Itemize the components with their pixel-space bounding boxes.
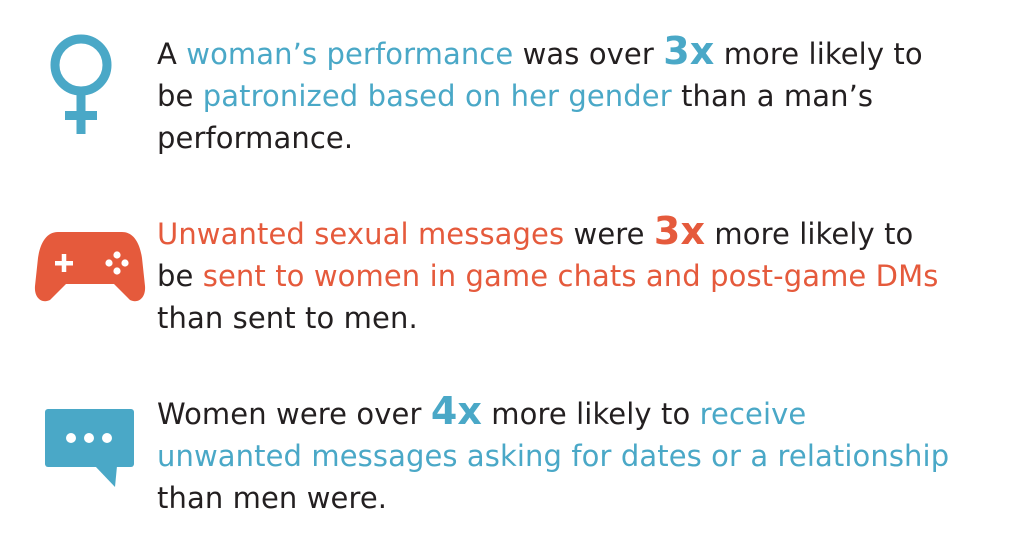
text-segment: performance. xyxy=(157,121,354,155)
game-controller-icon xyxy=(34,232,146,302)
text-segment: were xyxy=(564,217,654,251)
stat-line: Women were over 4x more likely to receiv… xyxy=(157,390,1007,435)
highlight-text: woman’s performance xyxy=(186,37,514,71)
chat-bubble-icon xyxy=(45,409,134,487)
multiplier-value: 3x xyxy=(663,29,715,73)
stat-text: A woman’s performance was over 3x more l… xyxy=(157,30,1007,159)
stat-line: unwanted messages asking for dates or a … xyxy=(157,435,1007,477)
highlight-text: unwanted messages asking for dates or a … xyxy=(157,439,950,473)
multiplier-value: 3x xyxy=(653,209,706,253)
stat-line: be sent to women in game chats and post-… xyxy=(157,255,1007,297)
text-segment: be xyxy=(157,259,203,293)
text-segment: Women were over xyxy=(157,397,431,431)
highlight-text: Unwanted sexual messages xyxy=(157,217,565,251)
stat-line: performance. xyxy=(157,117,1007,159)
text-segment: more likely to xyxy=(714,37,923,71)
stat-text: Women were over 4x more likely to receiv… xyxy=(157,390,1007,519)
stat-line: Unwanted sexual messages were 3x more li… xyxy=(157,210,1007,255)
text-segment: more likely to xyxy=(481,397,700,431)
female-symbol-icon xyxy=(50,34,112,134)
text-segment: be xyxy=(157,79,203,113)
text-segment: than a man’s xyxy=(671,79,874,113)
text-segment: A xyxy=(157,37,187,71)
highlight-text: receive xyxy=(699,397,807,431)
text-segment: than men were. xyxy=(157,481,388,515)
highlight-text: sent to women in game chats and post-gam… xyxy=(202,259,939,293)
stat-text: Unwanted sexual messages were 3x more li… xyxy=(157,210,1007,339)
text-segment: than sent to men. xyxy=(157,301,418,335)
stat-line: be patronized based on her gender than a… xyxy=(157,75,1007,117)
highlight-text: patronized based on her gender xyxy=(202,79,672,113)
stat-line: A woman’s performance was over 3x more l… xyxy=(157,30,1007,75)
multiplier-value: 4x xyxy=(430,389,482,433)
stat-line: than sent to men. xyxy=(157,297,1007,339)
text-segment: was over xyxy=(513,37,664,71)
stat-line: than men were. xyxy=(157,477,1007,519)
text-segment: more likely to xyxy=(705,217,914,251)
